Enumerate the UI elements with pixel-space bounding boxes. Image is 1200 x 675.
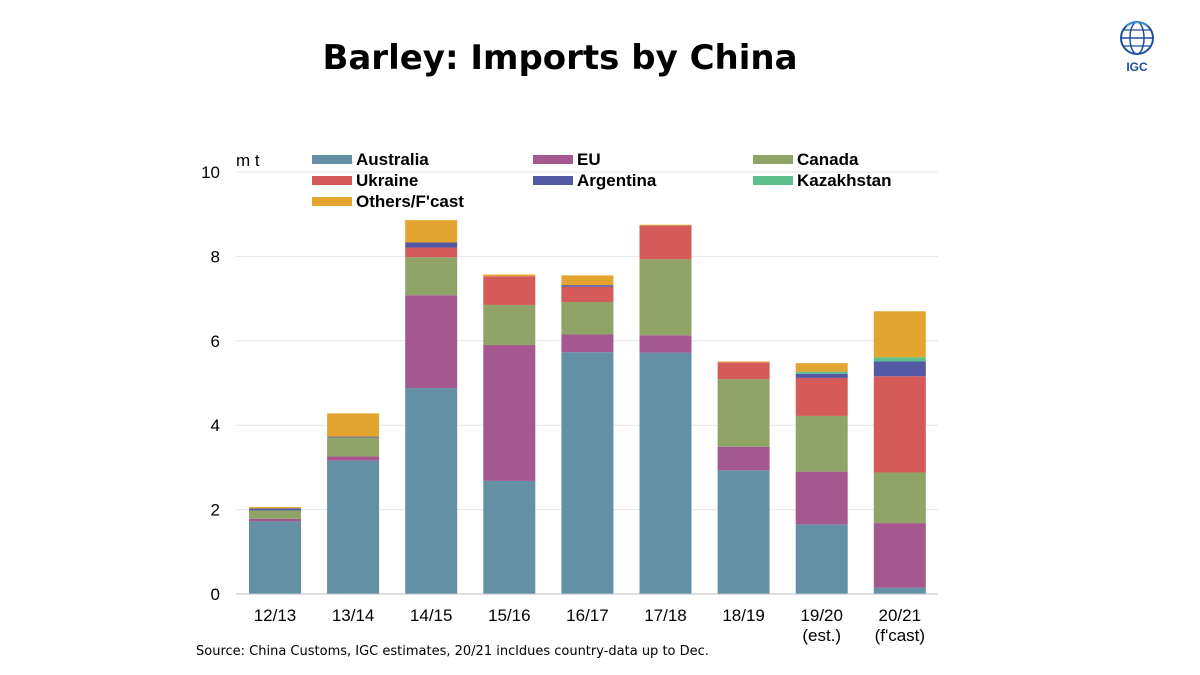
bar-segment-canada — [873, 472, 926, 524]
y-tick-label: 6 — [211, 332, 220, 351]
x-tick-label: 18/19 — [722, 606, 765, 625]
logo-text: IGC — [1126, 60, 1148, 74]
bar-segment-canada — [249, 510, 301, 519]
bar-segment-australia — [639, 352, 692, 594]
bar-segment-eu — [249, 518, 301, 522]
bar-segment-others-f-cast — [327, 413, 380, 437]
bar-segment-eu — [561, 334, 614, 353]
globe-icon — [1120, 21, 1154, 55]
y-axis-label: m t — [236, 151, 260, 170]
x-tick-label: 16/17 — [566, 606, 609, 625]
bar-segment-argentina — [249, 508, 301, 511]
bar-segment-argentina — [327, 436, 380, 438]
bar-segment-ukraine — [639, 225, 692, 260]
bar-segment-others-f-cast — [717, 361, 770, 363]
legend: Australia EU Canada Ukraine Argentina Kazakhs… — [312, 150, 891, 211]
bar-segment-canada — [483, 304, 536, 346]
bar-segment-ukraine — [873, 376, 926, 473]
bar-segment-ukraine — [795, 377, 848, 416]
legend-swatch — [312, 176, 352, 185]
x-tick-label: 14/15 — [410, 606, 453, 625]
bar-segment-ukraine — [717, 362, 770, 380]
bar-segment-argentina — [873, 361, 926, 377]
bar-segment-ukraine — [483, 276, 536, 305]
legend-label: Kazakhstan — [797, 171, 891, 190]
bar-segment-ukraine — [561, 286, 614, 302]
bar-segment-ukraine — [405, 247, 458, 258]
bar-segment-eu — [795, 471, 848, 525]
bar-segment-australia — [405, 388, 458, 594]
x-tick-label: 12/13 — [254, 606, 297, 625]
bar-segment-australia — [483, 480, 536, 594]
bar-segment-others-f-cast — [249, 507, 301, 509]
bar-segment-canada — [717, 379, 770, 447]
bar-segment-eu — [717, 446, 770, 471]
bar-segment-canada — [327, 437, 380, 457]
y-tick-label: 10 — [201, 163, 220, 182]
legend-label: Canada — [797, 150, 859, 169]
bar-segment-australia — [873, 587, 926, 594]
y-tick-label: 0 — [211, 585, 220, 604]
bar-segment-eu — [327, 456, 380, 461]
bar-segment-canada — [561, 301, 614, 335]
bar-segment-kazakhstan — [873, 357, 926, 362]
source-note: Source: China Customs, IGC estimates, 20… — [196, 644, 709, 659]
bar-segment-others-f-cast — [405, 220, 458, 243]
legend-swatch — [533, 176, 573, 185]
y-tick-label: 2 — [211, 501, 220, 520]
chart-title: Barley: Imports by China — [322, 38, 798, 78]
bar-segment-australia — [561, 352, 614, 594]
bars — [249, 220, 926, 594]
bar-segment-eu — [483, 345, 536, 481]
bar-segment-argentina — [405, 242, 458, 248]
x-tick-label: 20/21 — [879, 606, 922, 625]
legend-label: Others/F'cast — [356, 192, 464, 211]
bar-segment-australia — [249, 521, 301, 594]
x-tick-label: 17/18 — [644, 606, 687, 625]
legend-swatch — [312, 155, 352, 164]
bar-segment-others-f-cast — [873, 311, 926, 358]
bar-segment-australia — [717, 470, 770, 594]
bar-segment-others-f-cast — [795, 363, 848, 372]
legend-label: Australia — [356, 150, 429, 169]
bar-segment-kazakhstan — [795, 371, 848, 374]
x-tick-label: (est.) — [802, 626, 841, 645]
bar-segment-argentina — [795, 373, 848, 378]
bar-segment-argentina — [561, 285, 614, 287]
bar-segment-eu — [639, 335, 692, 353]
bar-segment-eu — [405, 295, 458, 389]
legend-label: Argentina — [577, 171, 657, 190]
bar-segment-canada — [405, 257, 458, 296]
y-tick-label: 8 — [211, 247, 220, 266]
x-tick-label: 13/14 — [332, 606, 375, 625]
bar-segment-others-f-cast — [561, 275, 614, 286]
bar-segment-australia — [327, 460, 380, 594]
legend-swatch — [753, 176, 793, 185]
legend-label: Ukraine — [356, 171, 418, 190]
axes: 0 2 4 6 8 10 m t 12/13 13/14 14/15 15/16 16/17 17/18… — [201, 151, 938, 645]
x-tick-label: 15/16 — [488, 606, 531, 625]
bar-segment-others-f-cast — [483, 274, 536, 277]
legend-swatch — [753, 155, 793, 164]
legend-label: EU — [577, 150, 601, 169]
y-tick-label: 4 — [211, 416, 220, 435]
legend-swatch — [312, 197, 352, 206]
bar-segment-others-f-cast — [639, 224, 692, 226]
igc-logo: IGC — [1112, 18, 1162, 74]
bar-segment-canada — [795, 415, 848, 472]
bar-segment-canada — [639, 259, 692, 336]
legend-swatch — [533, 155, 573, 164]
x-tick-label: (f'cast) — [875, 626, 925, 645]
bar-segment-australia — [795, 524, 848, 594]
x-tick-label: 19/20 — [800, 606, 843, 625]
bar-segment-eu — [873, 523, 926, 588]
